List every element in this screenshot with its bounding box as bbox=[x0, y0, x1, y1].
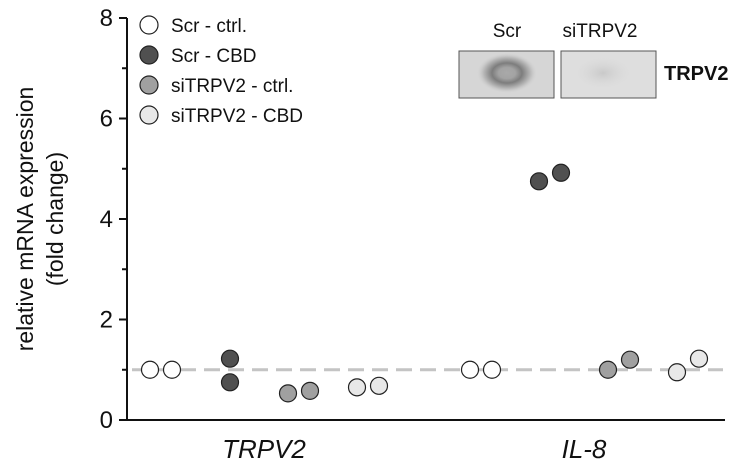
data-point-scr-cbd bbox=[529, 172, 549, 191]
y-axis-title: relative mRNA expression (fold change) bbox=[12, 87, 68, 352]
legend-marker bbox=[139, 75, 159, 95]
data-point-sitrpv2-cbd bbox=[347, 378, 367, 397]
blot-band-scr bbox=[477, 53, 537, 93]
data-point-sitrpv2-ctrl bbox=[300, 381, 320, 400]
legend-label: siTRPV2 - ctrl. bbox=[171, 76, 293, 97]
data-point-scr-ctrl bbox=[162, 360, 182, 379]
legend-label: siTRPV2 - CBD bbox=[171, 106, 303, 127]
blot-lane-label-scr: Scr bbox=[493, 21, 522, 42]
y-ticks: 0 2 4 6 8 bbox=[100, 5, 127, 434]
data-point-sitrpv2-ctrl bbox=[598, 360, 618, 379]
data-point-scr-cbd bbox=[220, 373, 240, 392]
category-label: TRPV2 bbox=[222, 434, 306, 464]
legend-marker bbox=[139, 15, 159, 35]
data-points bbox=[140, 163, 709, 403]
data-point-scr-ctrl bbox=[482, 360, 502, 379]
legend-marker bbox=[139, 105, 159, 125]
y-tick-label: 6 bbox=[100, 106, 113, 133]
western-blot-inset: Scr siTRPV2 TRPV2 bbox=[458, 21, 728, 99]
data-point-scr-ctrl bbox=[460, 360, 480, 379]
category-labels: TRPV2 IL-8 bbox=[222, 434, 607, 464]
y-tick-label: 8 bbox=[100, 5, 113, 32]
data-point-sitrpv2-cbd bbox=[689, 349, 709, 368]
blot-lane-label-sitrpv2: siTRPV2 bbox=[563, 21, 638, 42]
legend-label: Scr - CBD bbox=[171, 46, 257, 67]
data-point-sitrpv2-ctrl bbox=[278, 384, 298, 403]
data-point-scr-ctrl bbox=[140, 360, 160, 379]
y-tick-label: 4 bbox=[100, 206, 113, 233]
y-tick-label: 0 bbox=[100, 407, 113, 434]
data-point-scr-cbd bbox=[220, 349, 240, 368]
y-tick-label: 2 bbox=[100, 307, 113, 334]
blot-band-sitrpv2 bbox=[575, 57, 631, 89]
category-label: IL-8 bbox=[562, 434, 607, 464]
y-axis-title-line1: relative mRNA expression bbox=[12, 87, 38, 352]
legend: Scr - ctrl. Scr - CBD siTRPV2 - ctrl. siTRP… bbox=[139, 15, 303, 127]
y-axis-title-line2: (fold change) bbox=[42, 152, 68, 286]
legend-marker bbox=[139, 45, 159, 65]
data-point-scr-cbd bbox=[551, 163, 571, 182]
data-point-sitrpv2-cbd bbox=[369, 376, 389, 395]
data-point-sitrpv2-cbd bbox=[667, 363, 687, 382]
blot-protein-label: TRPV2 bbox=[664, 63, 728, 85]
legend-label: Scr - ctrl. bbox=[171, 16, 247, 37]
data-point-sitrpv2-ctrl bbox=[620, 350, 640, 369]
